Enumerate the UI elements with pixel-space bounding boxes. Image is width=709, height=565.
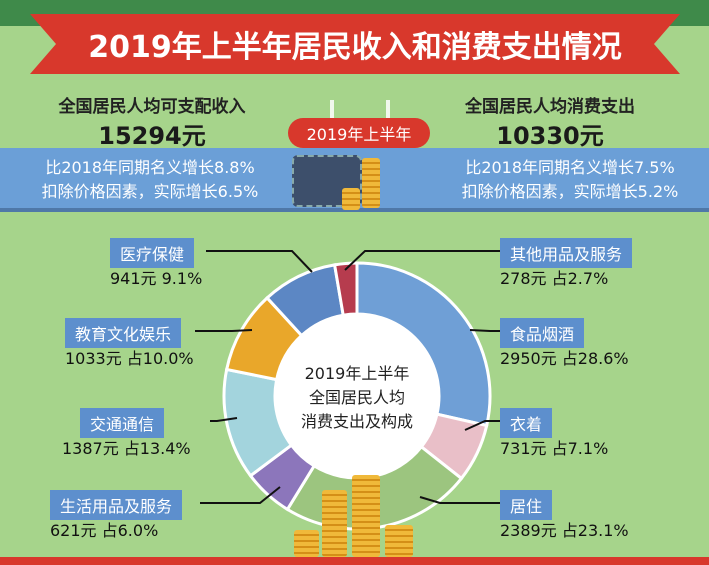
center-line-1: 2019年上半年 <box>304 364 410 383</box>
leader-line <box>210 417 238 422</box>
slice-label: 生活用品及服务 <box>50 490 183 520</box>
donut-center <box>275 314 439 478</box>
slice-label: 其他用品及服务 <box>500 238 633 268</box>
slice-label: 教育文化娱乐 <box>65 318 182 348</box>
leader-line <box>464 420 500 431</box>
spending-heading: 全国居民人均消费支出 <box>465 97 635 117</box>
center-line-2: 全国居民人均 <box>308 388 405 407</box>
spending-growth-real: 扣除价格因素，实际增长5.2% <box>461 182 679 201</box>
leader-line <box>200 486 281 504</box>
slice-value-label: 278元 占2.7% <box>500 269 609 288</box>
slice-value-label: 1387元 占13.4% <box>62 439 191 458</box>
slice-value-label: 1033元 占10.0% <box>65 349 194 368</box>
slice-label: 居住 <box>500 490 553 520</box>
income-heading: 全国居民人均可支配收入 <box>58 97 246 117</box>
coins-icon <box>322 490 347 557</box>
slice-label: 衣着 <box>500 408 553 438</box>
slice-label: 医疗保健 <box>110 238 195 268</box>
spending-amount: 10330元 <box>496 122 604 150</box>
income-growth-real: 扣除价格因素，实际增长6.5% <box>41 182 259 201</box>
title-banner: 2019年上半年居民收入和消费支出情况 <box>30 14 680 74</box>
leader-line <box>206 250 313 273</box>
slice-value-label: 2389元 占23.1% <box>500 521 629 540</box>
period-badge: 2019年上半年 <box>288 118 430 148</box>
coins-icon <box>362 158 380 208</box>
income-amount: 15294元 <box>98 122 206 150</box>
slice-value-label: 621元 占6.0% <box>50 521 159 540</box>
coins-icon <box>352 475 380 557</box>
leader-line <box>469 329 500 332</box>
spending-growth-nominal: 比2018年同期名义增长7.5% <box>465 158 675 177</box>
slice-label: 食品烟酒 <box>500 318 585 348</box>
slice-value-label: 941元 9.1% <box>110 269 203 288</box>
coins-icon <box>342 188 360 210</box>
slice-label: 交通通信 <box>80 408 165 438</box>
slice-value-label: 731元 占7.1% <box>500 439 609 458</box>
center-line-3: 消费支出及构成 <box>300 412 413 431</box>
bottom-bar <box>0 557 709 565</box>
slice-value-label: 2950元 占28.6% <box>500 349 629 368</box>
coins-icon <box>385 525 413 557</box>
coins-icon <box>294 530 319 557</box>
leader-line <box>419 496 500 504</box>
leader-line <box>344 250 500 271</box>
income-growth-nominal: 比2018年同期名义增长8.8% <box>45 158 255 177</box>
leader-line <box>195 329 253 332</box>
